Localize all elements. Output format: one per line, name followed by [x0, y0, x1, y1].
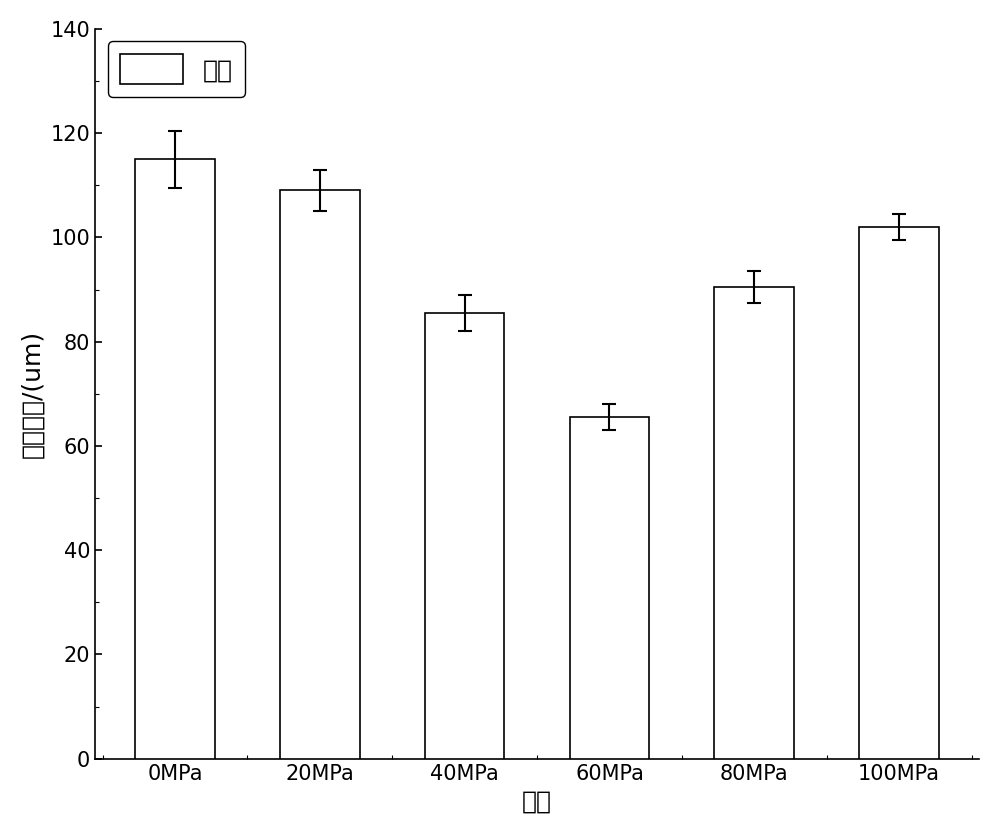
Bar [714, 287, 794, 759]
Bar [859, 227, 939, 759]
Bar [280, 190, 360, 759]
Bar [135, 159, 215, 759]
X-axis label: 组别: 组别 [522, 789, 552, 813]
Legend: 粒径: 粒径 [108, 42, 245, 97]
Bar [425, 313, 504, 759]
Y-axis label: 平均粒径/(um): 平均粒径/(um) [21, 329, 45, 458]
Bar [570, 417, 649, 759]
